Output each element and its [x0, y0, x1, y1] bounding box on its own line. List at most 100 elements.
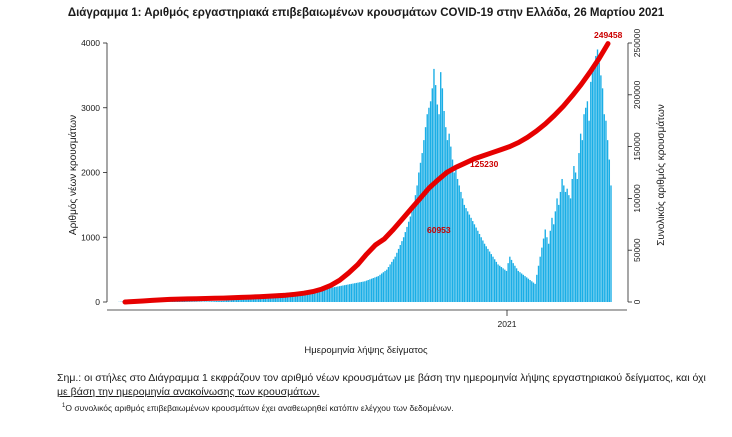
daily-cases-bar — [446, 140, 449, 303]
daily-cases-bar — [209, 301, 211, 302]
daily-cases-bar — [229, 300, 231, 302]
daily-cases-bar — [418, 172, 420, 302]
cumulative-annotation: 60953 — [427, 225, 451, 235]
daily-cases-bar — [203, 301, 206, 302]
daily-cases-bar — [510, 259, 513, 302]
daily-cases-bar — [220, 300, 223, 302]
y2-tick-label: 50000 — [632, 238, 642, 262]
daily-cases-bar — [440, 72, 442, 302]
daily-cases-bar — [399, 245, 401, 302]
daily-cases-bar — [301, 291, 304, 302]
daily-cases-bar — [345, 284, 347, 302]
y-tick-label: 4000 — [81, 38, 100, 48]
daily-cases-bar — [414, 195, 417, 302]
daily-cases-bar — [212, 301, 214, 302]
daily-cases-bar — [396, 252, 398, 302]
daily-cases-bar — [219, 300, 221, 302]
daily-cases-bar — [539, 256, 541, 302]
daily-cases-bar — [202, 301, 204, 302]
daily-cases-bar — [182, 301, 184, 302]
daily-cases-bar — [210, 301, 213, 302]
daily-cases-bar — [197, 301, 199, 302]
daily-cases-bar — [338, 286, 341, 302]
daily-cases-bar — [568, 195, 570, 302]
daily-cases-bar — [190, 301, 192, 302]
daily-cases-bar — [224, 300, 226, 302]
y2-axis-label: Συνολικός αριθμός κρουσμάτων — [655, 104, 667, 246]
footnote-text: Ο συνολικός αριθμός επιβεβαιωμένων κρουσ… — [65, 403, 454, 413]
daily-cases-bar — [394, 256, 396, 302]
daily-cases-bar — [591, 68, 594, 303]
daily-cases-bar — [227, 300, 229, 302]
daily-cases-bar — [350, 283, 353, 302]
daily-cases-bar — [527, 278, 530, 302]
daily-cases-bar — [237, 299, 240, 302]
daily-cases-bar — [239, 298, 241, 302]
daily-cases-bar — [431, 88, 433, 302]
daily-cases-bar — [234, 299, 236, 302]
daily-cases-bar — [443, 110, 445, 303]
note-line-1: Σημ.: οι στήλες στο Διάγραμμα 1 εκφράζου… — [57, 372, 706, 384]
daily-cases-bar — [332, 287, 334, 302]
x-tick-label: 2021 — [498, 319, 517, 329]
daily-cases-bar — [470, 217, 472, 302]
daily-cases-bar — [593, 62, 595, 302]
daily-cases-bar — [500, 267, 503, 302]
daily-cases-bar — [389, 264, 391, 302]
cumulative-annotation: 249458 — [594, 30, 623, 40]
daily-cases-bar — [392, 259, 395, 302]
daily-cases-bar — [456, 178, 459, 302]
daily-cases-bar — [493, 259, 496, 302]
daily-cases-bar — [541, 247, 543, 302]
daily-cases-bar — [381, 273, 383, 302]
daily-cases-bar — [419, 162, 422, 302]
daily-cases-bar — [241, 298, 243, 302]
daily-cases-bar — [532, 282, 535, 302]
cumulative-annotation: 125230 — [470, 159, 499, 169]
daily-cases-bar — [244, 297, 246, 302]
daily-cases-bar — [295, 292, 297, 302]
daily-cases-bar — [215, 301, 218, 302]
daily-cases-bar — [461, 198, 464, 302]
daily-cases-bar — [357, 282, 359, 302]
daily-cases-bar — [595, 55, 597, 303]
daily-cases-bar — [401, 241, 403, 302]
daily-cases-bar — [556, 198, 558, 302]
daily-cases-bar — [355, 282, 358, 302]
daily-cases-bar — [230, 300, 233, 302]
daily-cases-bar — [458, 185, 460, 302]
daily-cases-bar — [320, 289, 322, 302]
daily-cases-bar — [342, 285, 344, 302]
daily-cases-bar — [467, 211, 469, 302]
daily-cases-bar — [436, 104, 439, 302]
daily-cases-bar — [490, 254, 492, 302]
daily-cases-bar — [563, 185, 565, 302]
daily-cases-bar — [517, 270, 519, 302]
daily-cases-bar — [445, 127, 447, 302]
daily-cases-bar — [460, 191, 462, 302]
daily-cases-bar — [225, 300, 228, 302]
daily-cases-bar — [330, 287, 332, 302]
daily-cases-bar — [504, 269, 506, 303]
daily-cases-bar — [542, 238, 545, 302]
daily-cases-bar — [406, 226, 408, 302]
y-tick-label: 1000 — [81, 232, 100, 242]
daily-cases-bar — [585, 107, 587, 302]
daily-cases-bar — [507, 263, 509, 302]
daily-cases-bar — [596, 49, 599, 302]
daily-cases-bar — [455, 166, 457, 302]
daily-cases-bar — [318, 289, 321, 302]
daily-cases-bar — [195, 301, 197, 302]
daily-cases-bar — [552, 224, 555, 302]
daily-cases-bar — [409, 216, 412, 302]
daily-cases-bar — [411, 211, 413, 302]
y2-tick-label: 200000 — [632, 80, 642, 109]
daily-cases-bar — [214, 301, 216, 302]
daily-cases-bar — [384, 270, 386, 302]
daily-cases-bar — [328, 288, 331, 302]
daily-cases-bar — [434, 85, 437, 302]
daily-cases-bar — [421, 153, 423, 302]
daily-cases-bar — [205, 301, 208, 302]
daily-cases-bar — [416, 185, 418, 302]
